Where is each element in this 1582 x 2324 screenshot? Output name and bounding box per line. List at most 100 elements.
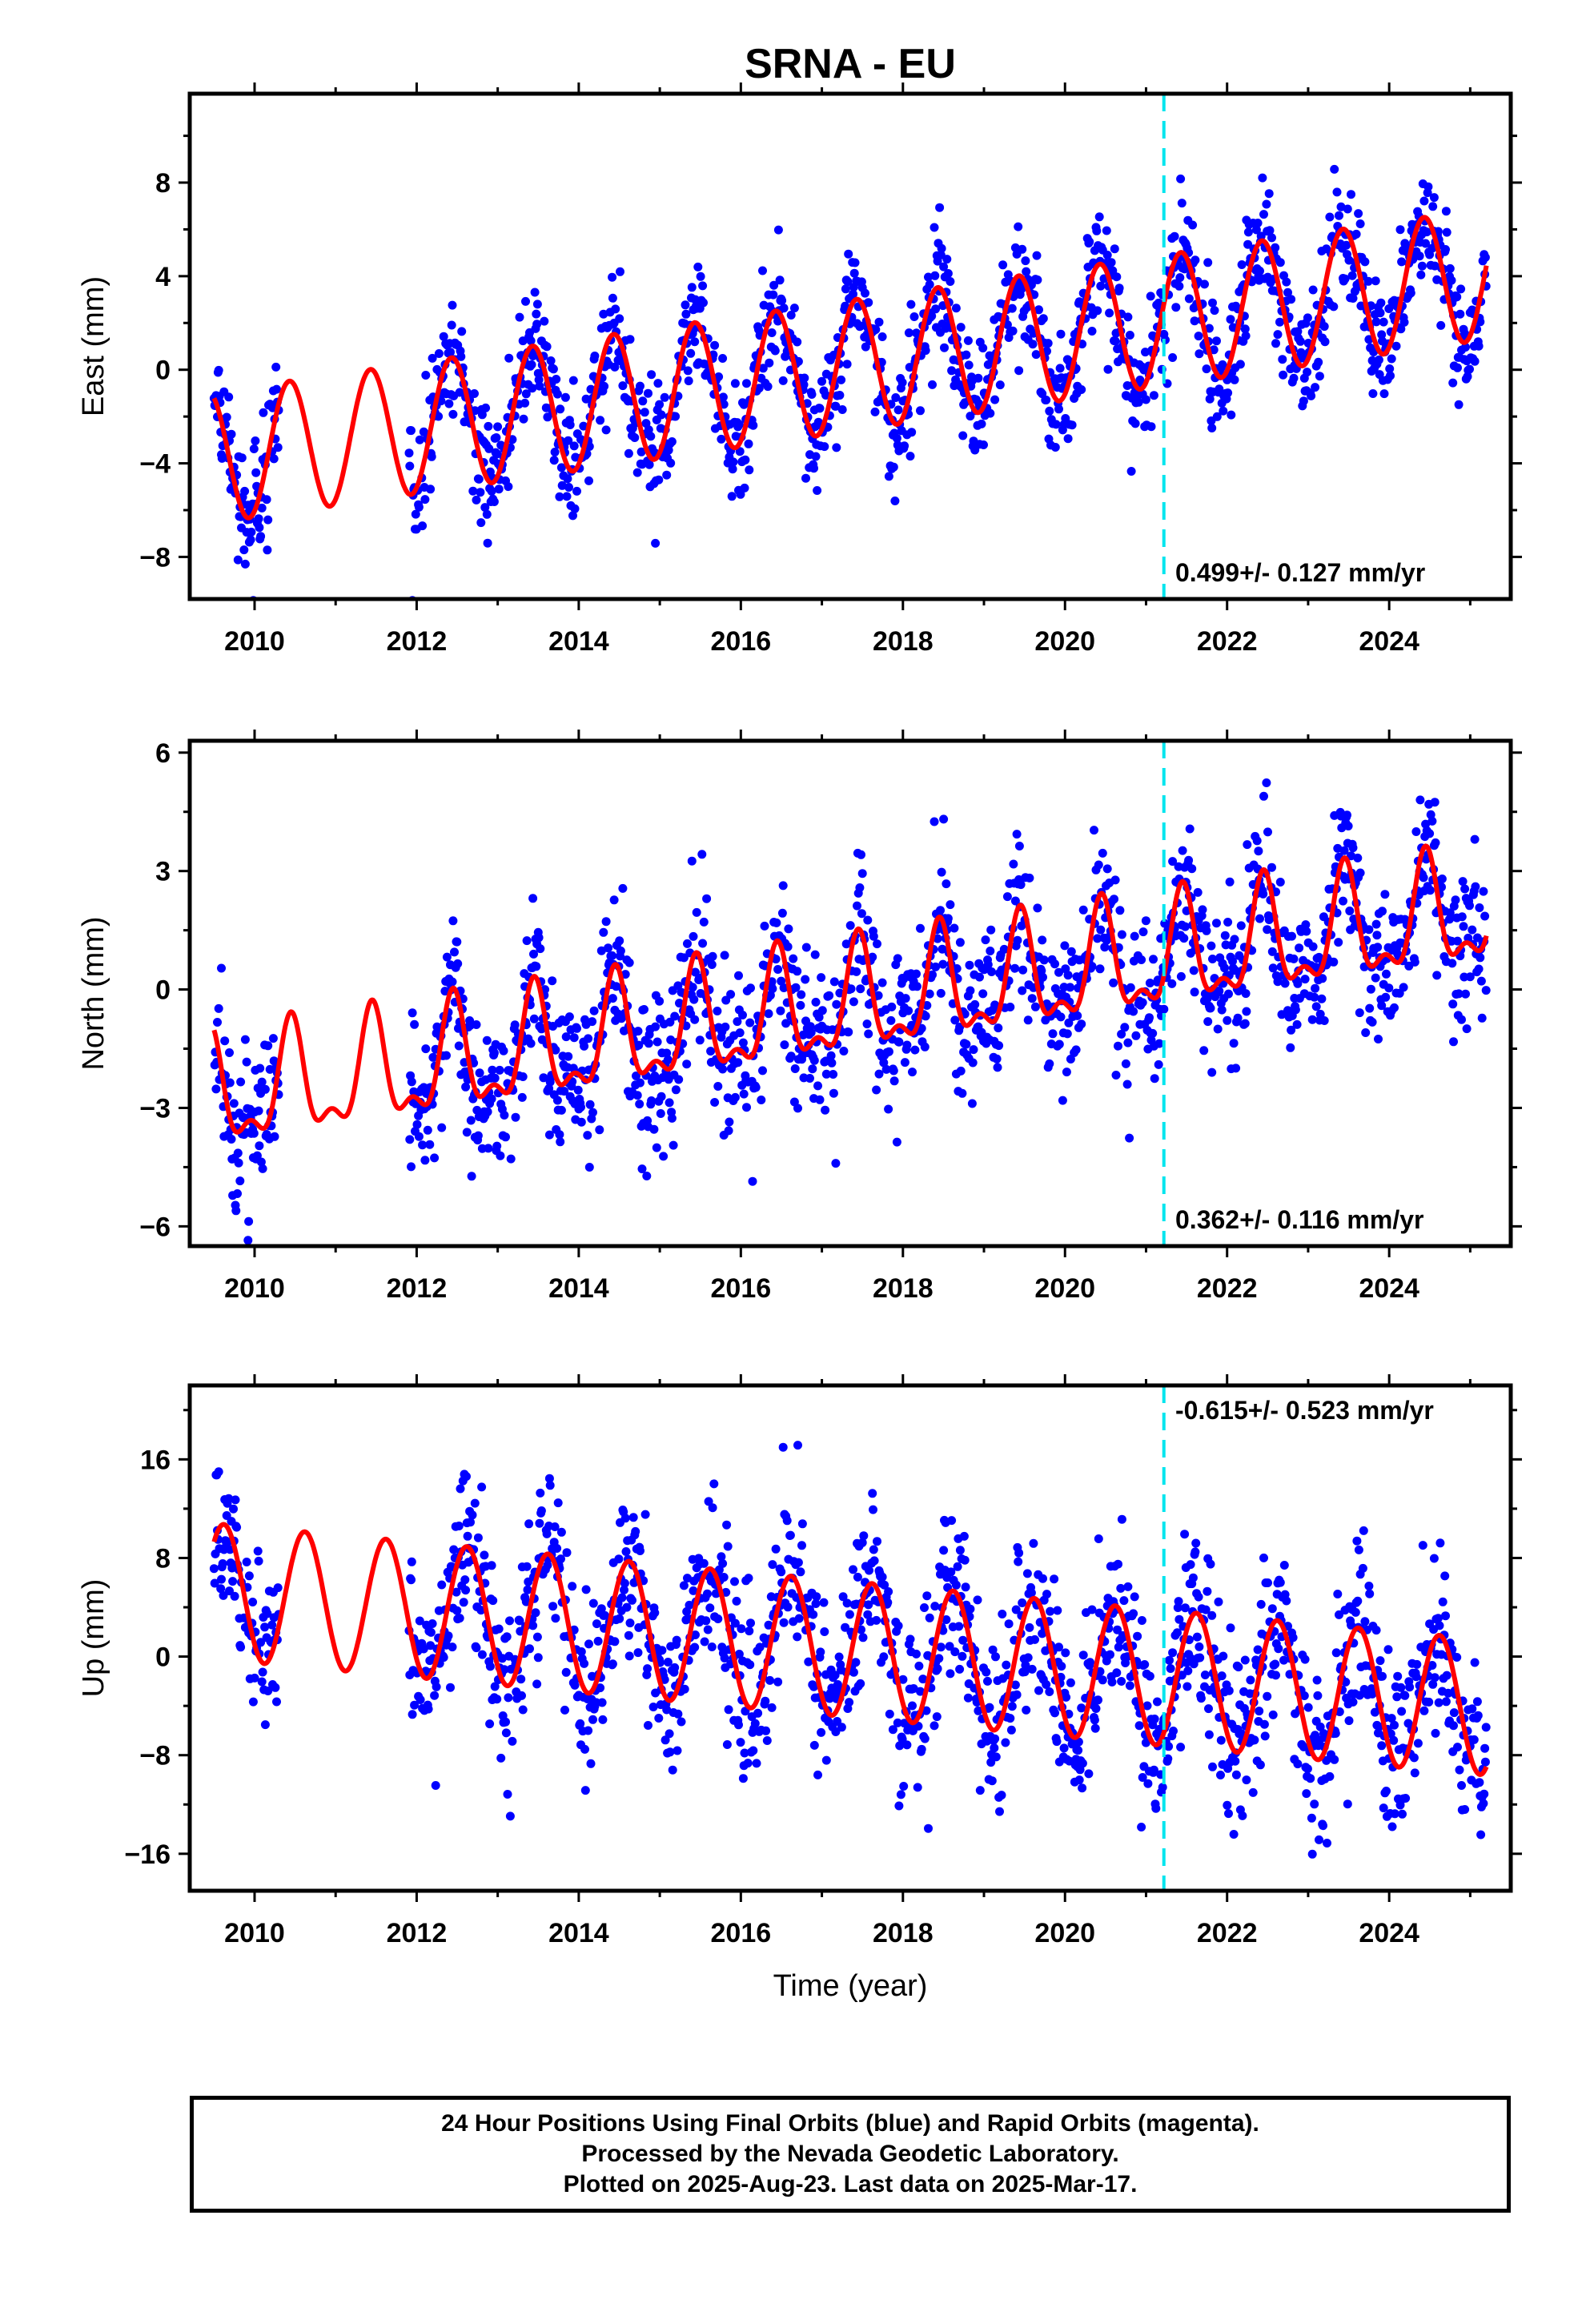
- data-point: [673, 981, 683, 991]
- data-point: [1212, 412, 1222, 421]
- data-point: [829, 977, 839, 987]
- data-point: [1360, 257, 1370, 267]
- data-point: [946, 900, 955, 910]
- data-point: [877, 332, 887, 341]
- x-tick-label: 2012: [387, 1918, 448, 1948]
- data-point: [648, 1703, 658, 1711]
- data-point: [1123, 1038, 1133, 1047]
- data-point: [564, 1012, 574, 1022]
- data-point: [564, 483, 573, 492]
- data-point: [893, 1718, 902, 1727]
- data-point: [1283, 287, 1292, 297]
- data-point: [257, 1677, 267, 1687]
- data-point: [1007, 304, 1017, 313]
- data-point: [1171, 303, 1181, 312]
- data-point: [930, 1721, 939, 1731]
- data-point: [1045, 1687, 1054, 1696]
- data-point: [1137, 1616, 1146, 1625]
- data-point: [240, 559, 250, 569]
- data-point: [1344, 1716, 1354, 1726]
- data-point: [891, 393, 901, 402]
- data-point: [879, 1652, 889, 1662]
- data-point: [767, 1703, 777, 1712]
- data-point: [1159, 1004, 1169, 1014]
- data-point: [1319, 322, 1329, 332]
- data-point: [1001, 1738, 1010, 1747]
- data-point: [1061, 1648, 1070, 1658]
- data-point: [217, 1574, 226, 1584]
- data-point: [1271, 1671, 1280, 1680]
- data-point: [1378, 1671, 1387, 1681]
- data-point: [426, 485, 436, 494]
- data-point: [777, 908, 787, 918]
- data-point: [1355, 219, 1365, 228]
- data-point: [667, 1113, 677, 1123]
- data-point: [1163, 1754, 1173, 1763]
- data-point: [1264, 189, 1274, 199]
- data-point: [1377, 1741, 1387, 1751]
- data-point: [543, 1561, 552, 1570]
- data-point: [1419, 1706, 1429, 1715]
- data-point: [734, 971, 743, 980]
- data-point: [496, 1151, 505, 1160]
- data-point: [1205, 394, 1215, 404]
- data-point: [456, 1484, 465, 1494]
- data-point: [728, 464, 737, 474]
- data-point: [920, 1734, 930, 1743]
- data-point: [448, 1642, 457, 1652]
- data-point: [1141, 395, 1150, 404]
- data-point: [656, 410, 666, 420]
- data-point: [1018, 986, 1027, 995]
- data-point: [831, 1727, 841, 1736]
- data-point: [1208, 955, 1217, 963]
- data-point: [249, 1128, 259, 1138]
- data-point: [900, 1058, 909, 1068]
- data-point: [975, 1786, 985, 1795]
- data-point: [951, 1580, 961, 1590]
- data-point: [807, 390, 817, 399]
- data-point: [633, 1027, 643, 1036]
- data-point: [1130, 419, 1140, 428]
- data-point: [1220, 931, 1230, 940]
- data-point: [1098, 848, 1107, 858]
- data-point: [781, 1019, 791, 1028]
- data-point: [909, 312, 919, 321]
- data-point: [725, 1117, 734, 1127]
- data-point: [701, 1616, 711, 1626]
- data-point: [1149, 391, 1158, 400]
- data-point: [1154, 1059, 1163, 1069]
- data-point: [749, 420, 758, 430]
- data-point: [1125, 1133, 1134, 1143]
- data-point: [1224, 989, 1233, 999]
- data-point: [724, 1126, 733, 1136]
- data-point: [405, 461, 415, 471]
- data-point: [1029, 1538, 1038, 1548]
- data-point: [1368, 389, 1378, 398]
- data-points: [210, 778, 1491, 1245]
- y-tick-label: 3: [155, 857, 171, 887]
- data-point: [661, 1735, 670, 1745]
- data-point: [668, 1765, 677, 1775]
- data-point: [410, 1700, 420, 1710]
- data-point: [1138, 998, 1147, 1007]
- data-point: [889, 1076, 899, 1086]
- data-point: [1090, 1715, 1099, 1725]
- data-point: [227, 429, 236, 439]
- data-point: [1320, 337, 1330, 347]
- data-point: [1438, 1597, 1447, 1606]
- data-point: [1453, 363, 1462, 372]
- data-point: [1033, 903, 1042, 913]
- data-point: [857, 1625, 865, 1634]
- data-point: [1042, 1680, 1051, 1689]
- data-point: [420, 1156, 430, 1165]
- data-point: [999, 944, 1009, 954]
- data-point: [955, 1546, 965, 1555]
- data-point: [1461, 989, 1470, 999]
- data-point: [808, 1064, 817, 1074]
- data-point: [272, 384, 281, 394]
- data-point: [248, 1697, 258, 1707]
- caption-line-3: Plotted on 2025-Aug-23. Last data on 202…: [563, 2171, 1138, 2197]
- data-point: [1241, 331, 1251, 340]
- data-point: [1240, 1019, 1250, 1028]
- data-point: [647, 370, 656, 380]
